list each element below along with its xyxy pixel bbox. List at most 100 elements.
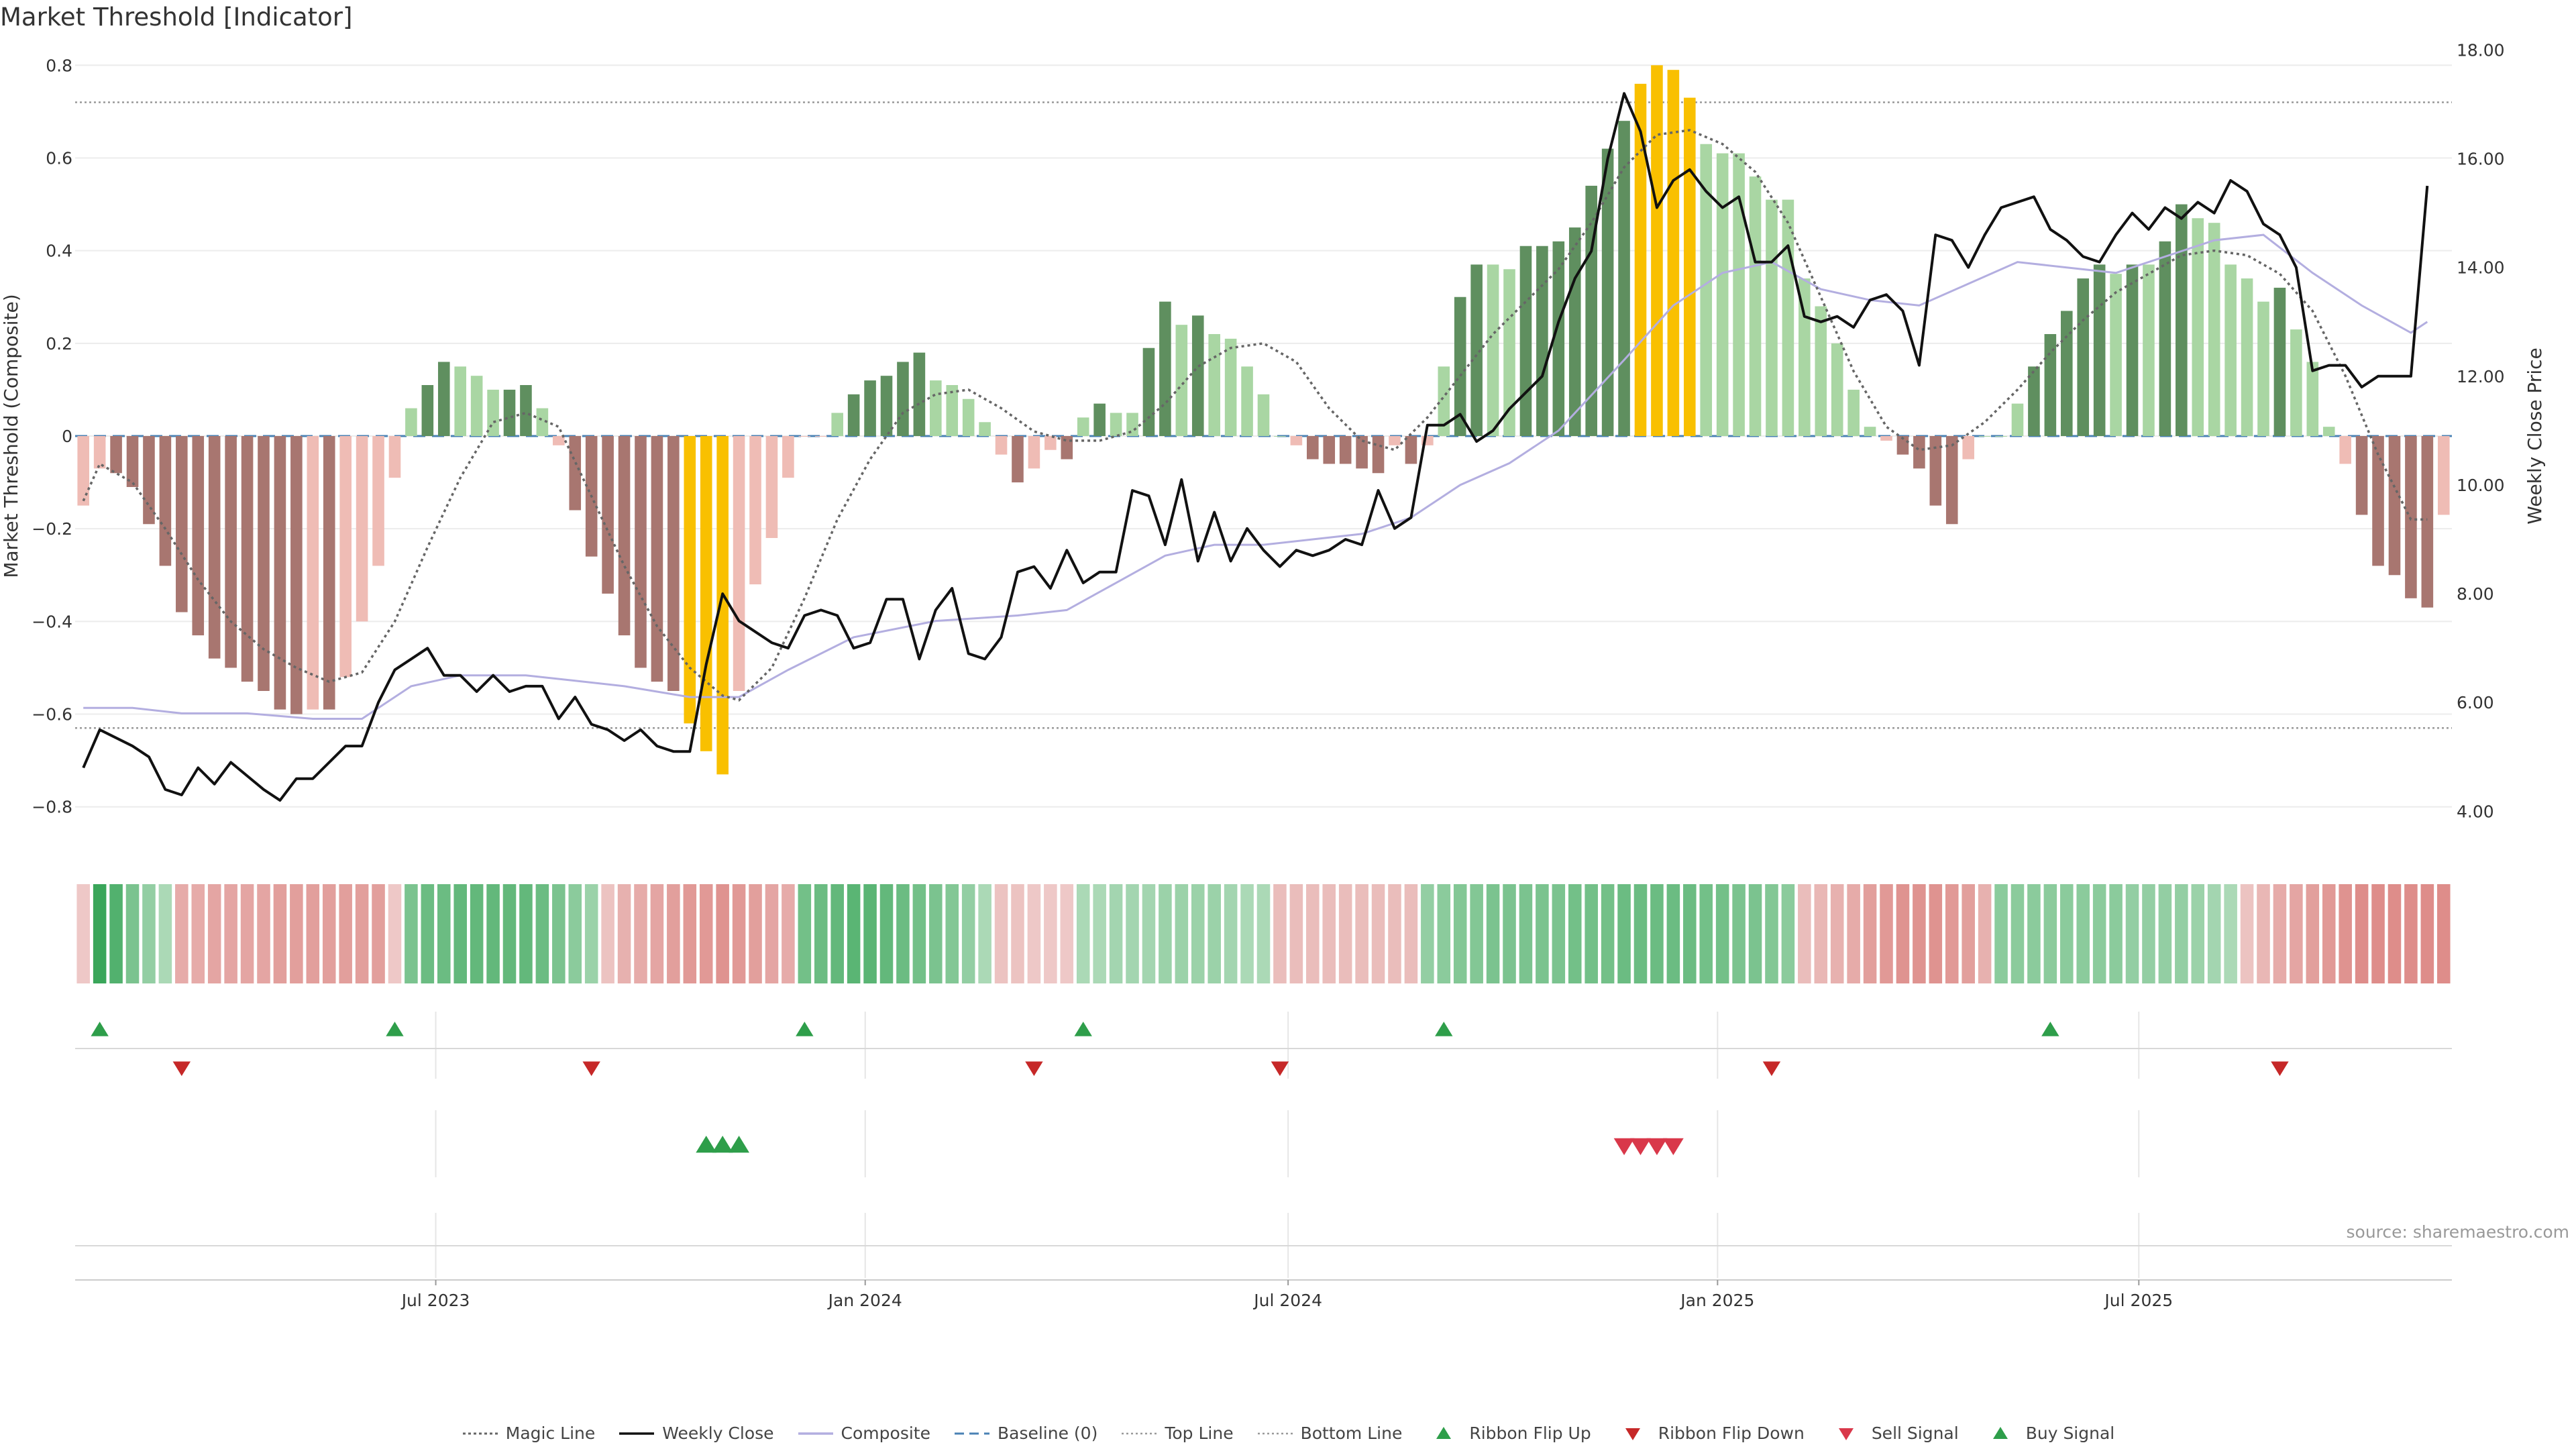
ribbon-cell — [1715, 884, 1729, 983]
composite-bar — [1766, 199, 1778, 436]
legend-label: Magic Line — [505, 1424, 596, 1443]
ribbon-flip-up-marker — [91, 1022, 109, 1036]
composite-bar — [192, 436, 205, 636]
composite-bar — [110, 436, 122, 474]
y-left-tick-label: 0.8 — [46, 56, 72, 75]
composite-bar — [814, 436, 827, 437]
composite-bar — [520, 385, 532, 436]
ribbon-cell — [699, 884, 713, 983]
ribbon-cell — [961, 884, 975, 983]
composite-bar — [2322, 427, 2335, 436]
y-right-tick-label: 16.00 — [2457, 150, 2505, 169]
legend-label: Ribbon Flip Up — [1469, 1424, 1591, 1443]
ribbon-cell — [552, 884, 566, 983]
ribbon-cell — [2142, 884, 2155, 983]
legend-label: Composite — [841, 1424, 930, 1443]
ribbon-cell — [1650, 884, 1664, 983]
ribbon-cell — [1240, 884, 1254, 983]
x-tick-label: Jul 2024 — [1252, 1291, 1322, 1310]
composite-bar — [356, 436, 368, 622]
composite-bar — [454, 366, 467, 436]
magic-line — [82, 129, 2428, 702]
composite-bar — [1454, 297, 1466, 436]
ribbon-cell — [2404, 884, 2418, 983]
composite-bar — [290, 436, 303, 714]
composite-bar — [1405, 436, 1417, 464]
x-tick-label: Jan 2025 — [1679, 1291, 1754, 1310]
composite-bar — [1372, 436, 1385, 474]
composite-bar — [1585, 185, 1597, 436]
ribbon-cell — [453, 884, 467, 983]
legend-item: Ribbon Flip Down — [1614, 1424, 1805, 1443]
ribbon-strip — [76, 884, 2451, 983]
composite-bar — [880, 376, 893, 436]
composite-bars — [77, 65, 2450, 775]
chart-title: Market Threshold [Indicator] — [0, 3, 353, 32]
composite-bar — [2339, 436, 2351, 464]
ribbon-cell — [1093, 884, 1106, 983]
composite-bar — [684, 436, 696, 724]
composite-bar — [176, 436, 188, 612]
composite-bar — [618, 436, 631, 636]
composite-bar — [2159, 241, 2171, 436]
ribbon-flip-up-marker — [1435, 1022, 1453, 1036]
ribbon-cell — [1896, 884, 1910, 983]
composite-bar — [2290, 329, 2302, 436]
composite-bar — [1077, 417, 1089, 436]
ribbon-cell — [912, 884, 926, 983]
y-left-tick-label: −0.2 — [32, 519, 72, 539]
ribbon-cell — [1699, 884, 1713, 983]
ribbon-cell — [929, 884, 943, 983]
composite-bar — [2143, 264, 2155, 436]
ribbon-cell — [1798, 884, 1811, 983]
composite-bar — [388, 436, 401, 478]
ribbon-cell — [847, 884, 861, 983]
ribbon-cell — [1224, 884, 1238, 983]
legend-triangle-swatch — [1436, 1426, 1452, 1439]
ribbon-cell — [2306, 884, 2320, 983]
ribbon-cell — [1683, 884, 1697, 983]
ribbon-cell — [1601, 884, 1615, 983]
ribbon-cell — [1568, 884, 1582, 983]
ribbon-cell — [1322, 884, 1336, 983]
ribbon-cell — [273, 884, 287, 983]
ribbon-cell — [1470, 884, 1483, 983]
ribbon-cell — [2273, 884, 2287, 983]
composite-bar — [913, 352, 926, 436]
composite-bar — [2093, 264, 2106, 436]
composite-bar — [1044, 436, 1057, 450]
legend: Magic Line Weekly Close Composite Baseline … — [0, 1424, 2576, 1443]
ribbon-cell — [470, 884, 484, 983]
composite-bar — [1962, 436, 1974, 460]
composite-bar — [1536, 246, 1548, 436]
ribbon-cell — [306, 884, 320, 983]
ribbon-cell — [782, 884, 795, 983]
ribbon-cell — [2092, 884, 2106, 983]
composite-bar — [159, 436, 172, 566]
composite-bar — [1651, 65, 1663, 437]
composite-bar — [995, 436, 1008, 455]
ribbon-cell — [2158, 884, 2172, 983]
ribbon-cell — [125, 884, 140, 983]
composite-bar — [2028, 366, 2040, 436]
legend-label: Buy Signal — [2025, 1424, 2115, 1443]
y-left-axis-title: Market Threshold (Composite) — [0, 294, 22, 578]
composite-bar — [765, 436, 778, 538]
ribbon-cell — [2387, 884, 2402, 983]
composite-bar — [2126, 264, 2139, 436]
composite-bar — [1339, 436, 1352, 464]
ribbon-cell — [2339, 884, 2352, 983]
legend-label: Ribbon Flip Down — [1658, 1424, 1805, 1443]
ribbon-cell — [1338, 884, 1352, 983]
composite-bar — [1241, 366, 1253, 436]
ribbon-cell — [2207, 884, 2221, 983]
legend-item: Composite — [797, 1424, 930, 1443]
composite-bar — [126, 436, 139, 487]
composite-bar — [979, 422, 991, 436]
composite-bar — [1815, 306, 1827, 436]
composite-bar — [1224, 338, 1237, 436]
composite-bar — [962, 398, 975, 436]
legend-label: Bottom Line — [1300, 1424, 1403, 1443]
composite-bar — [1093, 403, 1106, 436]
ribbon-cell — [2355, 884, 2369, 983]
